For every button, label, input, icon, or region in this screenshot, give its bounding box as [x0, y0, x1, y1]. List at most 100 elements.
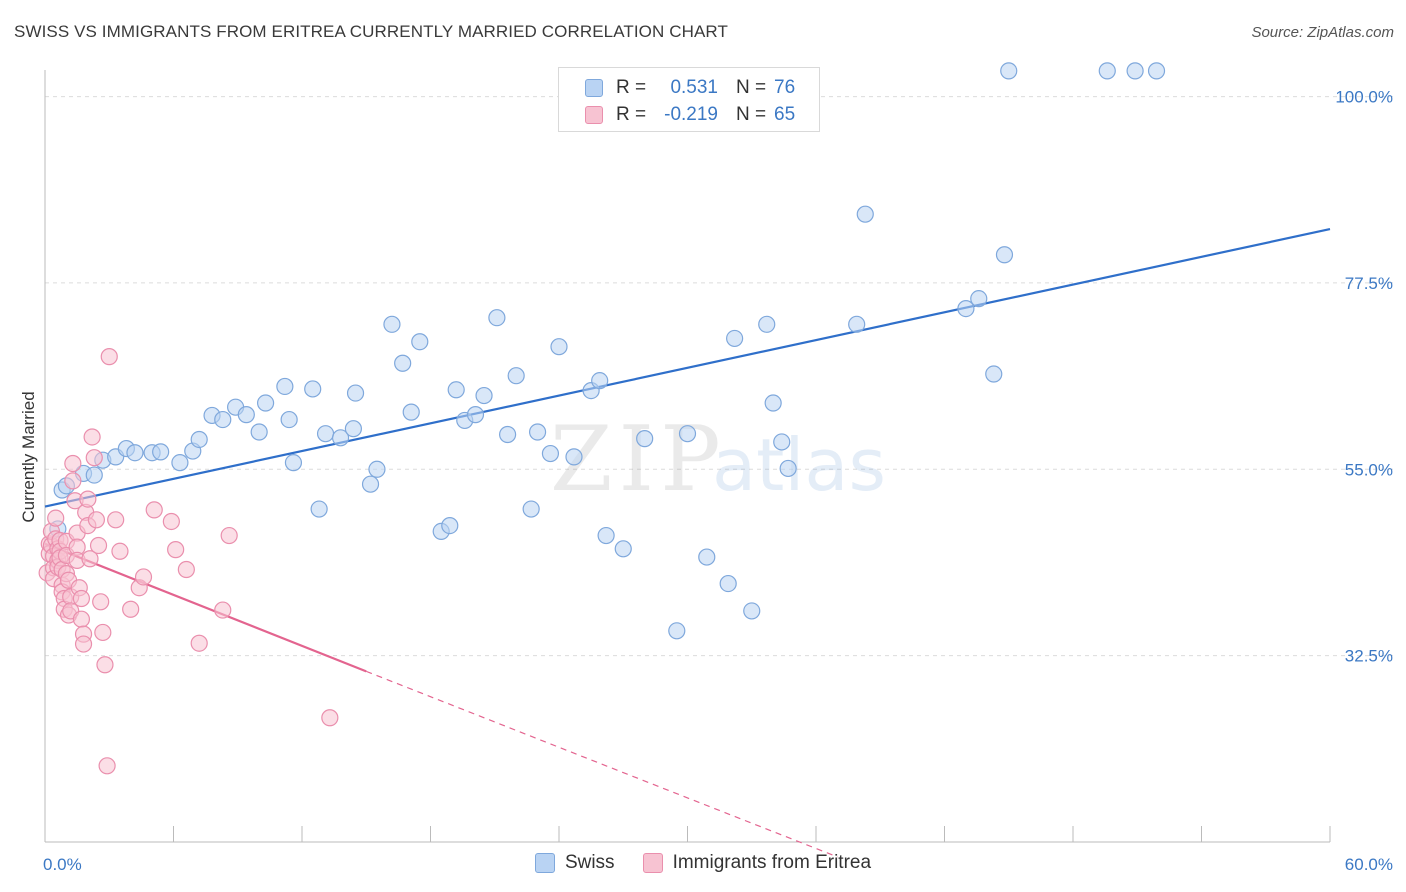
swiss-point — [331, 429, 350, 447]
eritrea-point — [167, 541, 185, 559]
legend-row-eritrea: R = -0.219 N = 65 — [585, 103, 795, 127]
y-tick-label: 77.5% — [1345, 274, 1393, 293]
swiss-point — [743, 602, 761, 620]
legend-swatch-swiss — [585, 79, 603, 97]
swiss-point — [1126, 62, 1144, 80]
legend-label-eritrea: Immigrants from Eritrea — [672, 852, 872, 873]
swiss-point — [488, 309, 506, 327]
swiss-point — [1098, 62, 1116, 80]
eritrea-point — [134, 568, 153, 586]
swiss-point — [1147, 62, 1166, 80]
swiss-point — [764, 394, 782, 412]
swiss-point — [85, 466, 103, 484]
y-tick-label: 55.0% — [1345, 460, 1393, 479]
legend-n-value: 76 — [774, 77, 796, 98]
y-axis-label: Currently Married — [19, 391, 38, 522]
watermark: ZIP atlas — [550, 407, 886, 512]
swiss-point — [773, 433, 791, 451]
legend-n-value: 65 — [774, 104, 796, 125]
series-legend: Swiss Immigrants from Eritrea — [0, 852, 1406, 874]
eritrea-point — [64, 472, 82, 490]
swiss-point — [237, 406, 255, 424]
eritrea-point — [79, 490, 97, 508]
swiss-point — [779, 459, 797, 478]
x-tick-label: 60.0% — [1345, 855, 1393, 874]
eritrea-point — [190, 634, 208, 652]
eritrea-point — [83, 428, 101, 446]
eritrea-point — [98, 757, 116, 775]
swiss-point — [475, 386, 493, 405]
swiss-point — [394, 354, 412, 372]
eritrea-point — [74, 635, 93, 653]
swiss-point — [636, 430, 654, 448]
eritrea-point — [89, 536, 108, 555]
swiss-point — [250, 423, 268, 441]
x-tick-label: 0.0% — [43, 855, 82, 874]
y-tick-label: 32.5% — [1345, 647, 1393, 666]
eritrea-point — [162, 512, 180, 531]
eritrea-point — [177, 560, 195, 579]
eritrea-point — [96, 656, 114, 674]
legend-swatch-eritrea — [642, 853, 663, 873]
swiss-point — [565, 448, 583, 466]
swiss-point — [970, 290, 988, 308]
swiss-point — [698, 548, 716, 566]
eritrea-point — [72, 610, 91, 628]
swiss-point — [550, 338, 568, 356]
legend-n-label: N = — [736, 77, 767, 98]
trend-lines — [44, 228, 1331, 858]
eritrea-point — [92, 593, 110, 611]
swiss-point — [719, 574, 737, 593]
legend-n-label: N = — [736, 104, 767, 125]
swiss-point — [310, 500, 328, 518]
swiss-point — [614, 540, 632, 558]
swiss-point — [256, 394, 275, 412]
swiss-point — [383, 315, 401, 333]
tick-labels: 32.5% 55.0% 77.5% 100.0% 0.0% 60.0% — [43, 88, 1393, 874]
legend-r-label: R = — [616, 77, 647, 98]
axes — [44, 70, 1331, 843]
eritrea-point — [220, 526, 238, 545]
eritrea-trend-extension — [366, 670, 838, 858]
swiss-points — [49, 62, 1166, 640]
legend-swatch-eritrea — [585, 106, 603, 124]
legend-r-value: 0.531 — [670, 77, 718, 98]
eritrea-point — [72, 589, 91, 608]
swiss-point — [1000, 62, 1018, 80]
swiss-point — [276, 377, 294, 396]
swiss-trend-line — [44, 228, 1331, 508]
swiss-point — [499, 425, 517, 444]
swiss-point — [344, 420, 362, 438]
eritrea-point — [214, 601, 232, 619]
swiss-point — [528, 423, 547, 441]
eritrea-point — [100, 348, 118, 366]
swiss-point — [171, 454, 189, 472]
swiss-point — [597, 526, 615, 545]
swiss-point — [522, 500, 540, 518]
swiss-point — [152, 443, 170, 461]
eritrea-point — [81, 550, 99, 568]
source-credit: Source: ZipAtlas.com — [1251, 24, 1394, 41]
swiss-point — [447, 381, 465, 399]
gridlines — [45, 96, 1394, 657]
eritrea-point — [122, 600, 140, 618]
swiss-point — [848, 315, 866, 333]
swiss-point — [190, 430, 208, 449]
eritrea-point — [111, 542, 129, 560]
eritrea-point — [64, 454, 82, 473]
swiss-point — [280, 410, 298, 429]
swiss-point — [726, 329, 744, 348]
swiss-point — [678, 425, 697, 443]
swiss-point — [758, 315, 776, 333]
swiss-point — [591, 372, 609, 390]
swiss-point — [441, 517, 459, 535]
swiss-point — [368, 460, 386, 478]
swiss-point — [361, 475, 380, 493]
legend-swatch-swiss — [534, 853, 555, 873]
eritrea-point — [85, 449, 103, 467]
swiss-point — [995, 246, 1014, 264]
legend-label-swiss: Swiss — [564, 852, 615, 873]
svg-text:atlas: atlas — [712, 423, 886, 507]
swiss-point — [284, 454, 303, 472]
